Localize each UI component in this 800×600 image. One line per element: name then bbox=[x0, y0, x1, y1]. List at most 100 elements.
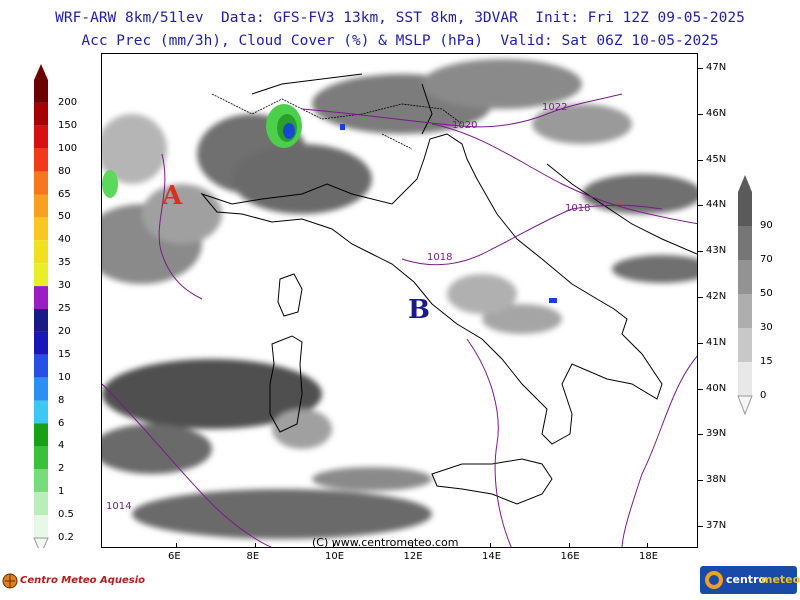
precip-legend-label: 0.2 bbox=[58, 532, 74, 543]
precip-legend-swatch bbox=[34, 309, 48, 332]
cloud-legend-label: 15 bbox=[760, 356, 773, 367]
precip-legend-swatch bbox=[34, 263, 48, 287]
cloud-legend-label: 0 bbox=[760, 390, 767, 401]
precip-legend-label: 200 bbox=[58, 96, 78, 108]
latitude-tick bbox=[698, 434, 703, 436]
latitude-tick bbox=[698, 205, 703, 207]
map-watermark: (C) www.centrometeo.com bbox=[312, 536, 458, 548]
cloud-legend-bar bbox=[737, 175, 753, 416]
precip-legend-swatch bbox=[34, 240, 48, 264]
precip-legend-label: 65 bbox=[58, 188, 71, 200]
borders bbox=[211, 93, 463, 150]
isobar-label-1022: 1022 bbox=[542, 102, 567, 113]
globe-icon bbox=[2, 573, 18, 589]
longitude-label: 14E bbox=[482, 551, 502, 562]
cloud-legend-swatch bbox=[738, 226, 752, 260]
right-logo: centro meteo bbox=[700, 566, 800, 594]
longitude-tick bbox=[490, 543, 491, 548]
precip-legend-swatch bbox=[34, 80, 48, 103]
latitude-label: 38N bbox=[706, 474, 727, 486]
precip-legend-label: 10 bbox=[58, 371, 71, 383]
longitude-tick bbox=[176, 543, 177, 548]
latitude-label: 37N bbox=[706, 520, 727, 531]
longitude-tick bbox=[411, 543, 413, 548]
precip-legend-swatch bbox=[34, 148, 48, 172]
precip-legend-label: 35 bbox=[58, 257, 71, 269]
latitude-tick bbox=[698, 251, 703, 253]
precip-legend-swatch bbox=[34, 446, 48, 470]
cloud-legend-swatch bbox=[738, 260, 752, 294]
latitude-label: 39N bbox=[706, 428, 727, 440]
precip-legend-label: 2 bbox=[58, 463, 65, 475]
longitude-label: 10E bbox=[325, 551, 345, 562]
precip-legend-label: 0.5 bbox=[58, 509, 74, 521]
right-logo-text-b: meteo bbox=[761, 573, 800, 586]
precip-legend-label: 15 bbox=[58, 348, 71, 360]
cloud-legend-swatch bbox=[738, 294, 752, 328]
longitude-label: 18E bbox=[639, 551, 659, 562]
precip-legend-swatch bbox=[34, 515, 48, 538]
map-canvas: 1022 1020 1018 1018 1014 A B (C) www.cen… bbox=[102, 59, 697, 548]
latitude-tick bbox=[698, 388, 703, 390]
isobar-label-1018-east: 1018 bbox=[565, 203, 590, 214]
precip-legend-label: 50 bbox=[58, 211, 71, 223]
isobar-label-1014: 1014 bbox=[106, 501, 131, 512]
coastlines bbox=[200, 73, 697, 505]
latitude-tick bbox=[698, 342, 703, 344]
latitude-label: 44N bbox=[706, 199, 727, 211]
cloud-legend-swatch bbox=[738, 328, 752, 362]
precip-legend-swatch bbox=[34, 377, 48, 401]
precip-legend-swatch bbox=[34, 171, 48, 195]
latitude-label: 40N bbox=[706, 382, 727, 394]
cloud-cover-layer bbox=[102, 59, 697, 539]
title-line-1: WRF-ARW 8km/51lev Data: GFS-FV3 13km, SS… bbox=[55, 10, 745, 26]
precip-legend-label: 6 bbox=[58, 417, 65, 429]
left-logo-text: Centro Meteo Aquesio bbox=[20, 575, 145, 586]
precip-legend-label: 40 bbox=[58, 234, 71, 246]
precip-legend-top-arrow bbox=[34, 64, 48, 80]
latitude-tick bbox=[698, 526, 703, 527]
latitude-tick bbox=[698, 159, 703, 161]
precip-legend-label: 20 bbox=[58, 325, 71, 337]
title-line-2: Acc Prec (mm/3h), Cloud Cover (%) & MSLP… bbox=[81, 33, 719, 49]
weather-map[interactable]: 1022 1020 1018 1018 1014 A B (C) www.cen… bbox=[101, 53, 698, 548]
latitude-label: 45N bbox=[706, 153, 727, 165]
precip-legend-label: 4 bbox=[58, 440, 65, 452]
cloud-legend-top-arrow bbox=[738, 175, 752, 192]
precip-legend-bottom-arrow bbox=[33, 537, 49, 548]
precip-legend-label: 80 bbox=[58, 165, 71, 177]
longitude-tick bbox=[568, 543, 570, 548]
precip-legend-swatch bbox=[34, 492, 48, 516]
cloud-legend-swatch bbox=[738, 362, 752, 396]
precip-legend-label: 1 bbox=[58, 486, 65, 498]
precip-legend-swatch bbox=[34, 194, 48, 218]
precip-legend-swatch bbox=[34, 423, 48, 447]
latitude-label: 47N bbox=[706, 62, 727, 73]
cloud-legend-label: 50 bbox=[760, 288, 773, 299]
precip-legend-swatch bbox=[34, 286, 48, 309]
longitude-tick bbox=[647, 543, 648, 548]
latitude-tick bbox=[698, 297, 703, 298]
cloud-legend-label: 90 bbox=[760, 220, 773, 231]
low-pressure-label: B bbox=[408, 295, 430, 325]
cloud-legend-label: 30 bbox=[760, 322, 773, 333]
longitude-tick bbox=[254, 543, 256, 548]
precip-legend-swatch bbox=[34, 102, 48, 126]
precip-legend-label: 25 bbox=[58, 303, 71, 314]
precip-legend-swatch bbox=[34, 125, 48, 149]
longitude-label: 16E bbox=[560, 551, 580, 562]
precip-legend-label: 150 bbox=[58, 119, 78, 131]
latitude-tick bbox=[698, 113, 703, 115]
latitude-label: 46N bbox=[706, 107, 727, 119]
precip-legend-swatch bbox=[34, 354, 48, 378]
isobar-label-1020: 1020 bbox=[452, 120, 477, 131]
longitude-label: 8E bbox=[246, 551, 260, 562]
isobars bbox=[102, 93, 697, 547]
high-pressure-label: A bbox=[161, 181, 183, 211]
precip-legend-swatch bbox=[34, 331, 48, 355]
precip-layer bbox=[102, 104, 557, 303]
right-logo-text-a: centro bbox=[726, 573, 767, 586]
isobar-label-1018-central: 1018 bbox=[427, 252, 452, 263]
logo-swirl-icon bbox=[705, 571, 723, 589]
precip-legend-label: 100 bbox=[58, 142, 78, 154]
